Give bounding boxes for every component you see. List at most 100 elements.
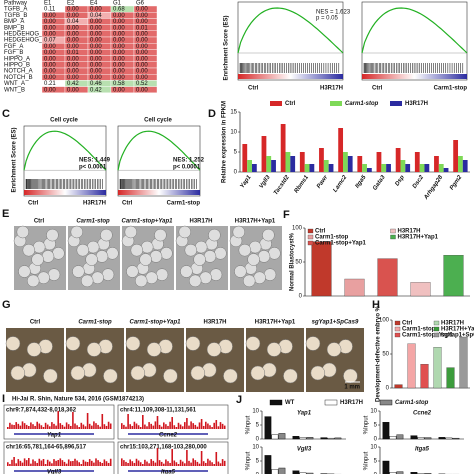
table-text: BMP_A (4, 19, 24, 25)
peak (139, 462, 142, 466)
bar (357, 156, 363, 172)
panel-label: C (2, 108, 10, 120)
table-text: 0.00 (136, 19, 148, 25)
table-text: 0.00 (44, 62, 56, 68)
legend-text: sgYap1+SpCas9 (441, 333, 474, 339)
peak (160, 461, 163, 466)
peak (175, 427, 178, 429)
bar (419, 164, 425, 172)
peak (17, 459, 20, 466)
peak (200, 419, 203, 429)
legend-swatch (394, 326, 401, 332)
table-text: 0.00 (136, 87, 148, 93)
embryo (130, 365, 146, 381)
embryo (184, 243, 198, 257)
table-text: 0.00 (90, 7, 102, 13)
peak (223, 460, 226, 466)
embryo (180, 265, 193, 278)
bar (242, 144, 248, 172)
bar (446, 367, 455, 389)
bar (366, 168, 372, 172)
peak (139, 427, 142, 429)
table-text: 0.00 (44, 50, 56, 56)
legend-text: H3R17H (405, 101, 428, 107)
peak (184, 463, 186, 466)
peak (194, 460, 197, 466)
peak (57, 460, 59, 466)
legend-text: Ctrl (285, 101, 296, 107)
peak (181, 426, 184, 429)
embryo (199, 271, 212, 285)
legend-text: H3R17H+Yap1 (441, 327, 474, 333)
bar (328, 164, 334, 172)
panel-label: I (2, 393, 5, 405)
peak (23, 423, 26, 429)
peak (133, 421, 136, 429)
peak (40, 425, 43, 429)
caption: H3R17H+Yap1 (235, 219, 276, 225)
bar (306, 437, 314, 440)
peak (74, 423, 76, 429)
x-tick-label: Itga5 (355, 174, 368, 189)
legend-swatch (330, 101, 342, 106)
peak (142, 464, 144, 466)
table-header: Pathway (4, 1, 27, 7)
embryo (80, 274, 94, 288)
embryo (5, 336, 21, 351)
embryo (43, 368, 58, 384)
peak (53, 423, 55, 429)
peak (61, 424, 64, 429)
embryo (203, 250, 217, 263)
embryo (125, 336, 141, 351)
axis-label: Development-defective embryo % (376, 305, 382, 402)
peak (38, 423, 41, 429)
peak (80, 464, 83, 466)
peak (11, 459, 13, 466)
peak (213, 464, 215, 466)
embryo (85, 253, 98, 266)
peak (142, 415, 144, 429)
bar (381, 164, 387, 172)
table-text: 0.00 (113, 69, 125, 75)
embryo (232, 225, 246, 239)
bar (396, 471, 404, 474)
embryo (266, 342, 282, 357)
embryo (190, 365, 206, 381)
peak (163, 463, 165, 466)
panel-label: E (2, 208, 9, 220)
peak (105, 425, 108, 429)
table-text: 0.42 (90, 87, 102, 93)
caption: H3R17H+Yap1 (255, 320, 296, 326)
y-tick-label: 0 (256, 473, 260, 474)
locus: chr9:7,874,432-8,018,362 (6, 408, 77, 414)
embryo (343, 368, 358, 384)
bar (309, 164, 315, 172)
legend-text: Carm1-stop (402, 327, 436, 333)
phenotype-label: H3R17H (320, 86, 343, 92)
y-tick-label: 5 (234, 150, 238, 156)
peak (194, 424, 197, 429)
embryo (47, 268, 61, 281)
y-tick-label: 10 (370, 409, 377, 415)
table-text: WNT_B (4, 87, 25, 93)
bar (278, 433, 286, 440)
peak (44, 464, 47, 466)
peak (55, 425, 57, 429)
embryo (139, 253, 152, 266)
es-curve (23, 130, 107, 171)
bar (410, 282, 431, 297)
peak (49, 426, 51, 429)
embryo (247, 253, 260, 266)
peak (17, 423, 20, 429)
peak (127, 414, 129, 429)
embryo (257, 250, 271, 263)
table-text: 0.00 (67, 62, 79, 68)
peak (129, 459, 131, 466)
peak (156, 416, 159, 429)
embryo (155, 268, 169, 281)
peak (163, 422, 165, 429)
bar (453, 140, 459, 172)
peak (219, 422, 222, 429)
axis-label: Normal Blastocyst% (290, 232, 296, 291)
table-text: 0.00 (67, 69, 79, 75)
